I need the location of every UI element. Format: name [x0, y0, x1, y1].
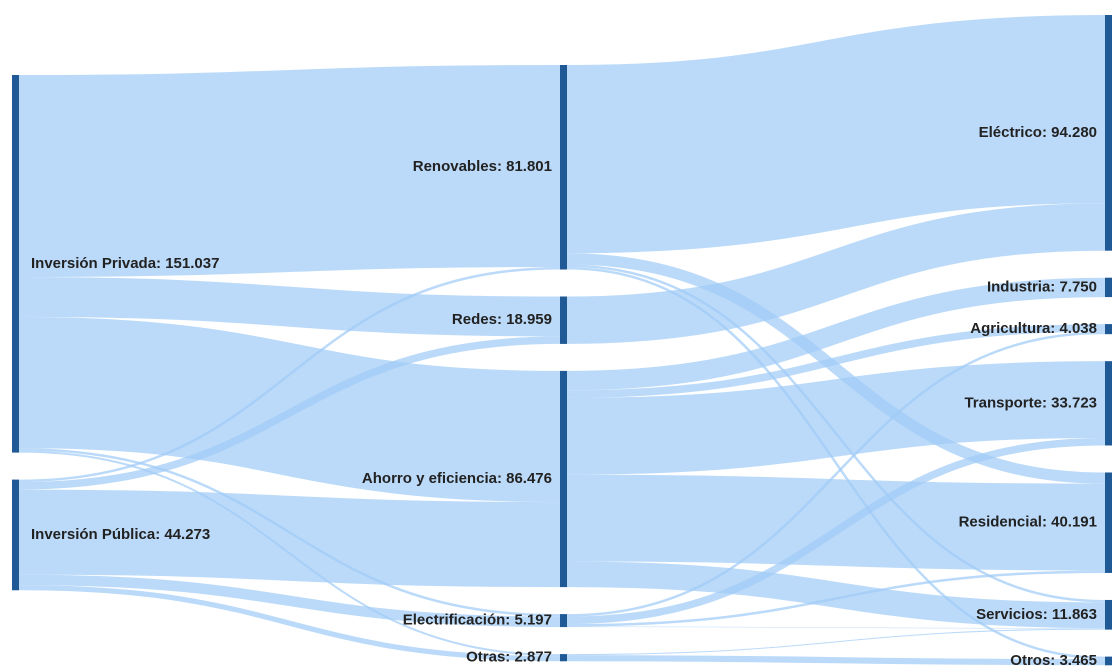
link [18, 489, 561, 588]
link [566, 361, 1106, 475]
link [566, 561, 1106, 629]
node [560, 296, 567, 344]
node [560, 614, 567, 628]
node-label: Redes: 18.959 [452, 311, 552, 328]
link [18, 574, 561, 628]
node-label: Inversión Pública: 44.273 [31, 526, 210, 543]
node [1105, 656, 1112, 666]
link [566, 628, 1106, 656]
node [560, 65, 567, 270]
link [566, 14, 1106, 254]
link [566, 331, 1106, 617]
link [566, 437, 1106, 625]
node [1105, 277, 1112, 298]
node-label: Ahorro y eficiencia: 86.476 [362, 470, 552, 487]
link [18, 336, 561, 490]
labels: Inversión Privada: 151.037 Inversión Públ… [31, 124, 1097, 669]
node [560, 654, 567, 662]
node [1105, 472, 1112, 573]
link [566, 626, 1106, 629]
nodes [12, 15, 1112, 666]
node-label: Otras: 2.877 [466, 649, 552, 666]
node-label: Agricultura: 4.038 [970, 320, 1097, 337]
link [566, 474, 1106, 571]
node-label: Electrificación: 5.197 [403, 612, 552, 629]
link [566, 277, 1106, 391]
node [1105, 15, 1112, 251]
link [18, 277, 561, 337]
link [566, 267, 1106, 660]
link [566, 570, 1106, 627]
node [1105, 599, 1112, 630]
links [18, 14, 1106, 666]
node-label: Industria: 7.750 [987, 278, 1097, 295]
node-label: Transporte: 33.723 [964, 394, 1097, 411]
node-label: Eléctrico: 94.280 [979, 124, 1097, 141]
node-label: Residencial: 40.191 [959, 514, 1097, 531]
link [566, 203, 1106, 344]
link [18, 64, 561, 278]
node [1105, 361, 1112, 446]
node [12, 75, 19, 453]
node-label: Otros: 3.465 [1010, 652, 1097, 669]
node [1105, 324, 1112, 335]
link [18, 267, 561, 483]
link [566, 324, 1106, 398]
link [566, 655, 1106, 666]
node-label: Renovables: 81.801 [413, 158, 552, 175]
link [566, 253, 1106, 484]
node-label: Servicios: 11.863 [976, 606, 1097, 623]
node-label: Inversión Privada: 151.037 [31, 255, 219, 272]
node [12, 479, 19, 591]
node [560, 370, 567, 588]
link [18, 585, 561, 662]
